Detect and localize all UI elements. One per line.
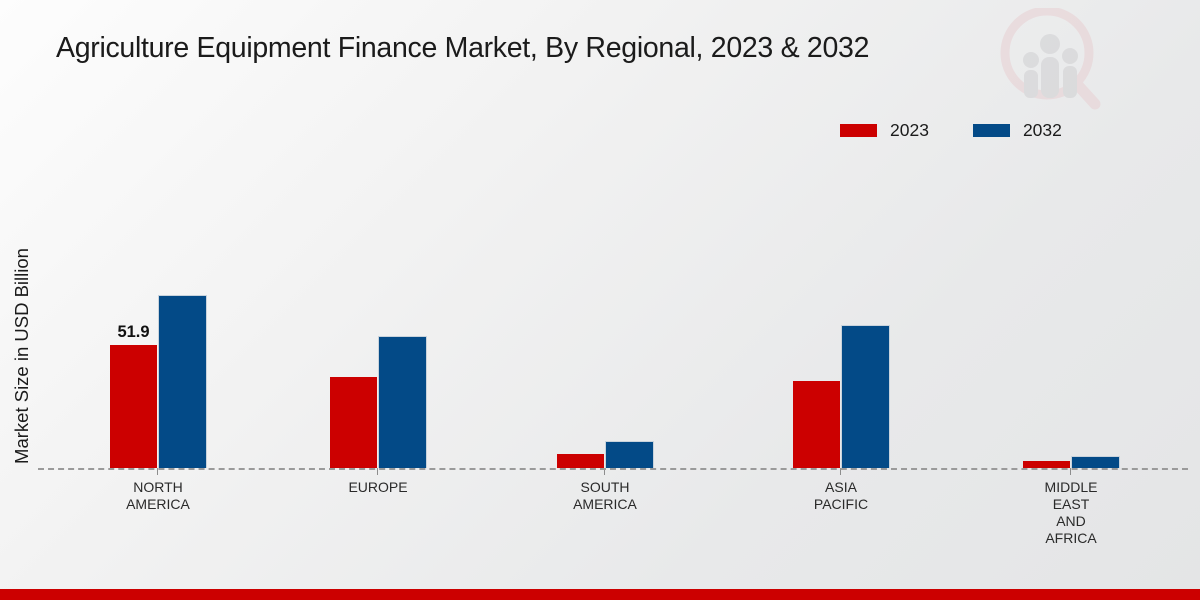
x-axis-baseline bbox=[38, 468, 1188, 470]
category-label-europe: EUROPE bbox=[348, 479, 408, 495]
bar-group-middle-east-and-africa: MIDDLE EAST AND AFRICA bbox=[1023, 170, 1120, 546]
bar-value-label-north-america-2023: 51.9 bbox=[117, 323, 150, 341]
plot-area: 51.9 NORTH AMERICA EUROPE bbox=[38, 170, 1188, 546]
bar-2023-south-america[interactable] bbox=[557, 454, 604, 468]
axis-tick-europe bbox=[377, 468, 378, 475]
bar-2023-asia-pacific[interactable] bbox=[793, 381, 840, 468]
category-label-middle-east-and-africa: MIDDLE EAST AND AFRICA bbox=[1044, 479, 1098, 546]
watermark-logo-icon bbox=[1000, 8, 1101, 110]
bar-group-europe: EUROPE bbox=[330, 170, 427, 495]
legend-item-2023[interactable]: 2023 bbox=[840, 120, 929, 141]
bar-2023-middle-east-and-africa[interactable] bbox=[1023, 461, 1070, 468]
chart-legend: 2023 2032 bbox=[840, 120, 1062, 141]
axis-tick-south-america bbox=[604, 468, 605, 475]
legend-swatch-2032 bbox=[972, 124, 1010, 137]
bar-2032-middle-east-and-africa[interactable] bbox=[1071, 456, 1120, 468]
axis-tick-middle-east-and-africa bbox=[1070, 468, 1071, 475]
legend-label-2023: 2023 bbox=[890, 120, 929, 140]
bar-2032-asia-pacific[interactable] bbox=[841, 325, 890, 468]
legend-label-2032: 2032 bbox=[1022, 120, 1062, 140]
axis-tick-asia-pacific bbox=[840, 468, 841, 475]
legend-swatch-2023 bbox=[840, 124, 877, 137]
category-label-asia-pacific: ASIA PACIFIC bbox=[813, 479, 869, 512]
legend-item-2032[interactable]: 2032 bbox=[972, 120, 1062, 141]
bar-2023-europe[interactable] bbox=[330, 377, 377, 468]
bar-2023-north-america[interactable]: 51.9 bbox=[110, 323, 157, 468]
chart-title: Agriculture Equipment Finance Market, By… bbox=[56, 32, 870, 64]
category-label-south-america: SOUTH AMERICA bbox=[573, 479, 637, 512]
axis-tick-north-america bbox=[157, 468, 158, 475]
bar-group-south-america: SOUTH AMERICA bbox=[557, 170, 654, 512]
category-label-north-america: NORTH AMERICA bbox=[126, 479, 190, 512]
footer-accent-bar bbox=[0, 589, 1200, 600]
bar-2032-europe[interactable] bbox=[378, 336, 427, 468]
y-axis-title: Market Size in USD Billion bbox=[11, 248, 32, 464]
bar-group-north-america: 51.9 NORTH AMERICA bbox=[110, 170, 207, 512]
bar-group-asia-pacific: ASIA PACIFIC bbox=[793, 170, 890, 512]
bars-layer: 51.9 NORTH AMERICA EUROPE bbox=[38, 170, 1188, 546]
bar-2032-south-america[interactable] bbox=[605, 441, 654, 468]
bar-2032-north-america[interactable] bbox=[158, 295, 207, 468]
